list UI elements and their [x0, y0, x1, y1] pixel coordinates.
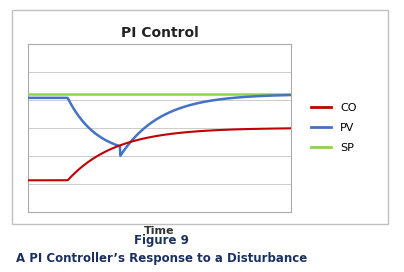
Title: PI Control: PI Control [121, 26, 198, 39]
Text: A PI Controller’s Response to a Disturbance: A PI Controller’s Response to a Disturba… [16, 252, 307, 265]
Legend: CO, PV, SP: CO, PV, SP [307, 98, 361, 157]
Text: Time: Time [144, 226, 175, 236]
Text: Figure 9: Figure 9 [134, 234, 189, 247]
